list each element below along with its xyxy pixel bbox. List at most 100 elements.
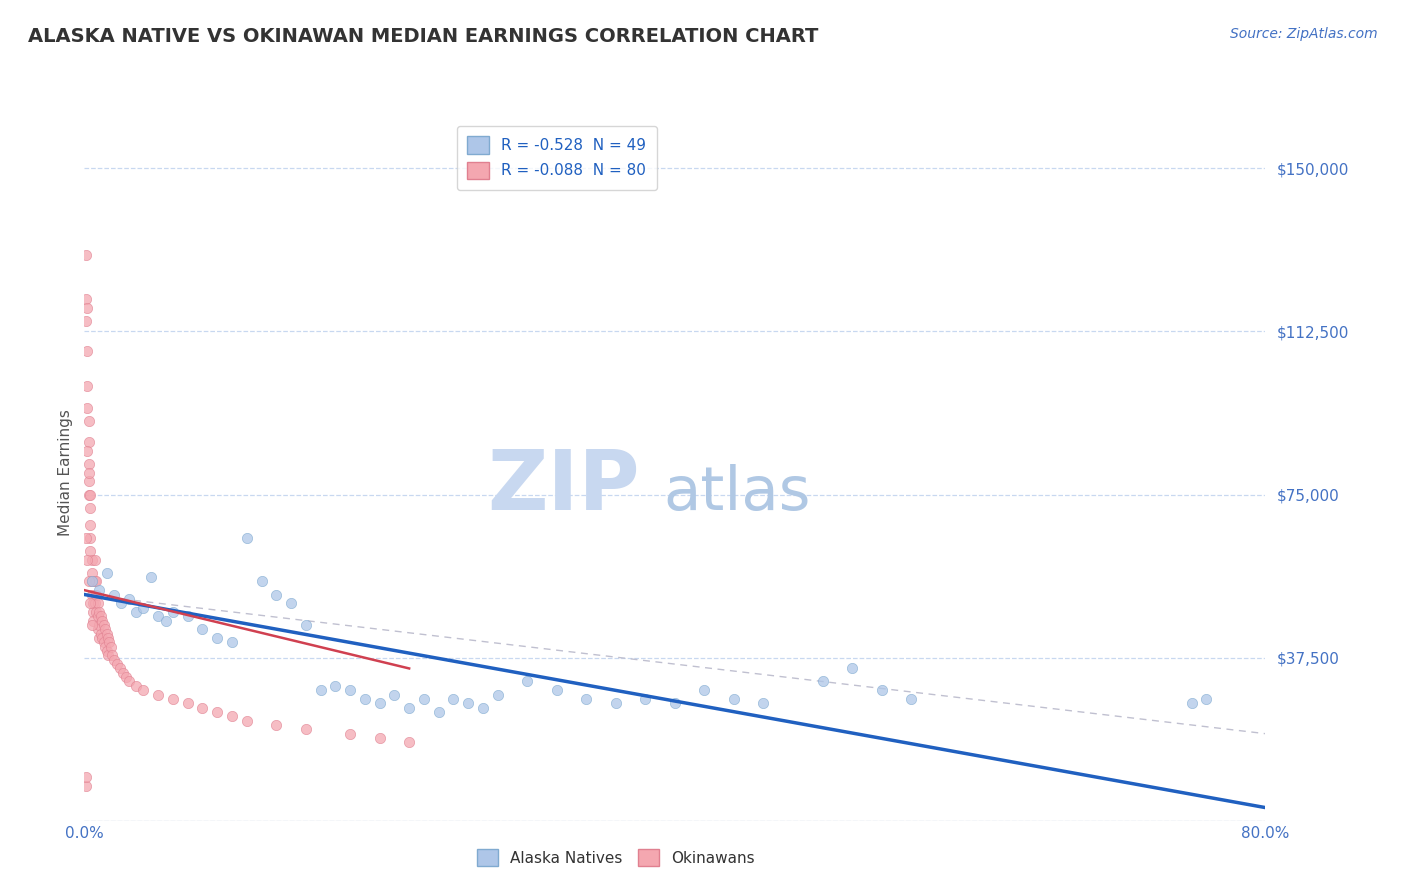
- Point: [870, 683, 893, 698]
- Point: [546, 683, 568, 698]
- Point: [79, 544, 101, 558]
- Point: [75, 531, 97, 545]
- Point: [125, 679, 148, 693]
- Point: [162, 692, 184, 706]
- Point: [87, 605, 111, 619]
- Point: [472, 700, 495, 714]
- Point: [1180, 696, 1202, 710]
- Point: [75, 292, 97, 306]
- Point: [76, 344, 98, 359]
- Point: [118, 591, 141, 606]
- Point: [91, 631, 114, 645]
- Point: [98, 635, 121, 649]
- Point: [76, 552, 98, 567]
- Point: [1195, 692, 1218, 706]
- Point: [93, 618, 115, 632]
- Point: [103, 653, 125, 667]
- Point: [77, 487, 100, 501]
- Point: [77, 435, 100, 450]
- Point: [77, 475, 100, 489]
- Point: [97, 648, 120, 663]
- Point: [516, 674, 538, 689]
- Point: [87, 631, 111, 645]
- Point: [80, 552, 103, 567]
- Point: [96, 566, 118, 580]
- Point: [84, 588, 107, 602]
- Point: [79, 531, 101, 545]
- Point: [84, 605, 107, 619]
- Point: [309, 683, 332, 698]
- Point: [90, 609, 112, 624]
- Point: [75, 770, 97, 784]
- Point: [235, 531, 259, 545]
- Point: [75, 248, 97, 262]
- Point: [108, 661, 131, 675]
- Point: [87, 618, 111, 632]
- Point: [125, 605, 148, 619]
- Point: [841, 661, 863, 675]
- Point: [155, 614, 177, 628]
- Point: [323, 679, 347, 693]
- Point: [575, 692, 598, 706]
- Point: [91, 614, 114, 628]
- Point: [82, 614, 104, 628]
- Point: [80, 574, 103, 589]
- Point: [148, 609, 170, 624]
- Point: [82, 596, 104, 610]
- Point: [413, 692, 436, 706]
- Point: [221, 709, 243, 723]
- Point: [93, 635, 115, 649]
- Point: [80, 618, 103, 632]
- Point: [79, 517, 101, 532]
- Point: [87, 583, 111, 598]
- Point: [339, 683, 361, 698]
- Point: [664, 696, 686, 710]
- Point: [264, 718, 288, 732]
- Point: [605, 696, 627, 710]
- Point: [118, 674, 141, 689]
- Point: [86, 596, 108, 610]
- Point: [427, 705, 450, 719]
- Point: [75, 779, 97, 793]
- Point: [82, 605, 104, 619]
- Point: [76, 301, 98, 315]
- Point: [177, 696, 200, 710]
- Point: [162, 605, 184, 619]
- Point: [114, 670, 136, 684]
- Point: [96, 626, 118, 640]
- Point: [382, 688, 406, 702]
- Point: [486, 688, 509, 702]
- Point: [148, 688, 170, 702]
- Point: [900, 692, 922, 706]
- Point: [368, 696, 391, 710]
- Point: [77, 574, 100, 589]
- Point: [457, 696, 479, 710]
- Point: [94, 640, 117, 654]
- Y-axis label: Median Earnings: Median Earnings: [58, 409, 73, 536]
- Point: [94, 623, 117, 637]
- Point: [752, 696, 775, 710]
- Point: [76, 378, 98, 392]
- Point: [811, 674, 834, 689]
- Point: [90, 626, 112, 640]
- Point: [77, 457, 100, 471]
- Text: Source: ZipAtlas.com: Source: ZipAtlas.com: [1230, 27, 1378, 41]
- Text: ALASKA NATIVE VS OKINAWAN MEDIAN EARNINGS CORRELATION CHART: ALASKA NATIVE VS OKINAWAN MEDIAN EARNING…: [28, 27, 818, 45]
- Point: [83, 596, 105, 610]
- Point: [80, 574, 103, 589]
- Point: [79, 487, 101, 501]
- Point: [205, 705, 228, 719]
- Point: [398, 700, 420, 714]
- Point: [441, 692, 464, 706]
- Point: [235, 714, 259, 728]
- Point: [86, 609, 108, 624]
- Point: [111, 665, 134, 680]
- Point: [79, 500, 101, 515]
- Point: [84, 574, 107, 589]
- Point: [77, 466, 100, 480]
- Point: [80, 566, 103, 580]
- Point: [295, 618, 318, 632]
- Point: [354, 692, 377, 706]
- Point: [398, 735, 420, 749]
- Point: [83, 552, 105, 567]
